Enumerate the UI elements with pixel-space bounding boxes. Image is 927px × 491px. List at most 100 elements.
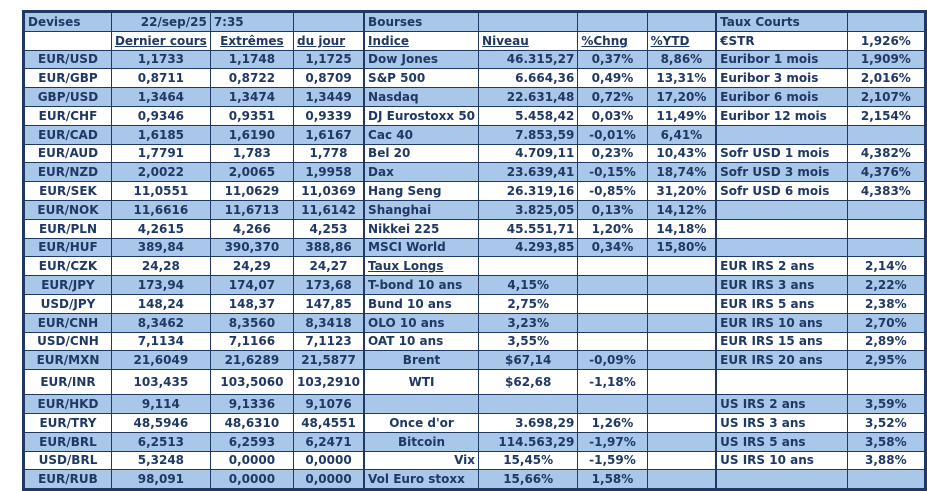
index-change: -0,85% <box>577 181 648 201</box>
index-name: Nasdaq <box>364 87 480 107</box>
currency-pair: USD/BRL <box>24 450 112 471</box>
rate-value: 3,59% <box>846 394 926 414</box>
extreme-rate: 8,3560 <box>209 312 295 333</box>
rate-name: EUR IRS 10 ans <box>716 312 848 333</box>
empty-cell <box>646 312 717 333</box>
currency-pair: EUR/CAD <box>24 124 112 145</box>
last-rate: 5,3248 <box>110 450 211 471</box>
devises-table: Devises 22/sep/25 7:35 Dernier cours Ext… <box>24 12 365 490</box>
instrument-change: -1,59% <box>577 450 648 471</box>
blank-row <box>716 369 926 396</box>
currency-pair: EUR/SEK <box>24 181 112 201</box>
rate-name: €STR <box>716 30 848 51</box>
devises-columns-row: Dernier cours Extrêmes du jour <box>24 30 365 51</box>
bourses-columns-row: Indice Niveau %Chng %YTD <box>364 30 717 51</box>
devises-time: 7:35 <box>209 12 295 32</box>
index-name: DJ Eurostoxx 50 <box>364 105 480 126</box>
rate-name: EUR IRS 2 ans <box>716 256 848 277</box>
last-rate: 103,435 <box>110 369 211 396</box>
column-header-indice: Indice <box>364 30 480 51</box>
day-rate: 0,0000 <box>293 450 365 471</box>
last-rate: 0,9346 <box>110 105 211 126</box>
extreme-rate: 0,9351 <box>209 105 295 126</box>
index-row: Nasdaq 22.631,48 0,72% 17,20% <box>364 87 717 107</box>
index-name: Bel 20 <box>364 143 480 164</box>
extreme-rate: 4,266 <box>209 218 295 239</box>
currency-row: EUR/GBP 0,8711 0,8722 0,8709 <box>24 68 365 89</box>
index-ytd: 8,86% <box>646 49 717 70</box>
extreme-rate: 390,370 <box>209 237 295 258</box>
extreme-rate: 1,783 <box>209 143 295 164</box>
last-rate: 4,2615 <box>110 218 211 239</box>
currency-pair: EUR/GBP <box>24 68 112 89</box>
instrument-change <box>577 312 648 333</box>
index-change: 0,23% <box>577 143 648 164</box>
index-row: Nikkei 225 45.551,71 1,20% 14,18% <box>364 218 717 239</box>
instrument-value: $67,14 <box>478 350 579 371</box>
index-ytd: 6,41% <box>646 124 717 145</box>
devises-title: Devises <box>24 12 112 32</box>
instrument-value: 3,55% <box>478 331 579 352</box>
last-rate: 2,0022 <box>110 162 211 183</box>
extreme-rate: 0,0000 <box>209 450 295 471</box>
index-ytd: 14,18% <box>646 218 717 239</box>
blank-row <box>364 394 717 414</box>
currency-pair: GBP/USD <box>24 87 112 107</box>
empty-cell <box>646 256 717 277</box>
blank-row <box>716 124 926 145</box>
rate-value: 3,52% <box>846 412 926 433</box>
rate-row: EUR IRS 15 ans 2,89% <box>716 331 926 352</box>
currency-pair: EUR/RUB <box>24 469 112 490</box>
empty-cell <box>716 237 848 258</box>
currency-pair: USD/JPY <box>24 293 112 314</box>
rate-row: EUR IRS 10 ans 2,70% <box>716 312 926 333</box>
currency-row: USD/CNH 7,1134 7,1166 7,1123 <box>24 331 365 352</box>
index-level: 4.709,11 <box>478 143 579 164</box>
last-rate: 1,3464 <box>110 87 211 107</box>
day-rate: 7,1123 <box>293 331 365 352</box>
empty-cell <box>364 394 480 414</box>
empty-cell <box>478 256 579 277</box>
instrument-row: Vix 15,45% -1,59% <box>364 450 717 471</box>
instrument-name: Bitcoin <box>364 431 480 452</box>
rate-name: Euribor 6 mois <box>716 87 848 107</box>
extreme-rate: 48,6310 <box>209 412 295 433</box>
bourses-title: Bourses <box>364 12 480 32</box>
instrument-value: 3.698,29 <box>478 412 579 433</box>
currency-row: EUR/AUD 1,7791 1,783 1,778 <box>24 143 365 164</box>
currency-row: EUR/CZK 24,28 24,29 24,27 <box>24 256 365 277</box>
rate-row: Sofr USD 6 mois 4,383% <box>716 181 926 201</box>
rate-value: 3,58% <box>846 431 926 452</box>
extreme-rate: 11,6713 <box>209 199 295 220</box>
extreme-rate: 9,1336 <box>209 394 295 414</box>
index-ytd: 11,49% <box>646 105 717 126</box>
rate-name: US IRS 10 ans <box>716 450 848 471</box>
rate-row: Euribor 3 mois 2,016% <box>716 68 926 89</box>
extreme-rate: 2,0065 <box>209 162 295 183</box>
last-rate: 1,6185 <box>110 124 211 145</box>
index-ytd: 14,12% <box>646 199 717 220</box>
empty-cell <box>646 293 717 314</box>
last-rate: 21,6049 <box>110 350 211 371</box>
rate-value: 1,926% <box>846 30 926 51</box>
rate-value: 3,88% <box>846 450 926 471</box>
column-header-dernier-cours: Dernier cours <box>110 30 211 51</box>
empty-cell <box>716 369 848 396</box>
day-rate: 1,6167 <box>293 124 365 145</box>
taux-courts-title: Taux Courts <box>716 12 848 32</box>
empty-cell <box>846 469 926 490</box>
empty-cell <box>24 30 112 51</box>
extreme-rate: 0,0000 <box>209 469 295 490</box>
day-rate: 1,1725 <box>293 49 365 70</box>
empty-cell <box>646 412 717 433</box>
day-rate: 24,27 <box>293 256 365 277</box>
empty-cell <box>716 199 848 220</box>
rate-value: 4,382% <box>846 143 926 164</box>
index-change: 1,20% <box>577 218 648 239</box>
index-change: 0,49% <box>577 68 648 89</box>
empty-cell <box>846 124 926 145</box>
empty-cell <box>577 12 648 32</box>
day-rate: 388,86 <box>293 237 365 258</box>
index-ytd: 13,31% <box>646 68 717 89</box>
